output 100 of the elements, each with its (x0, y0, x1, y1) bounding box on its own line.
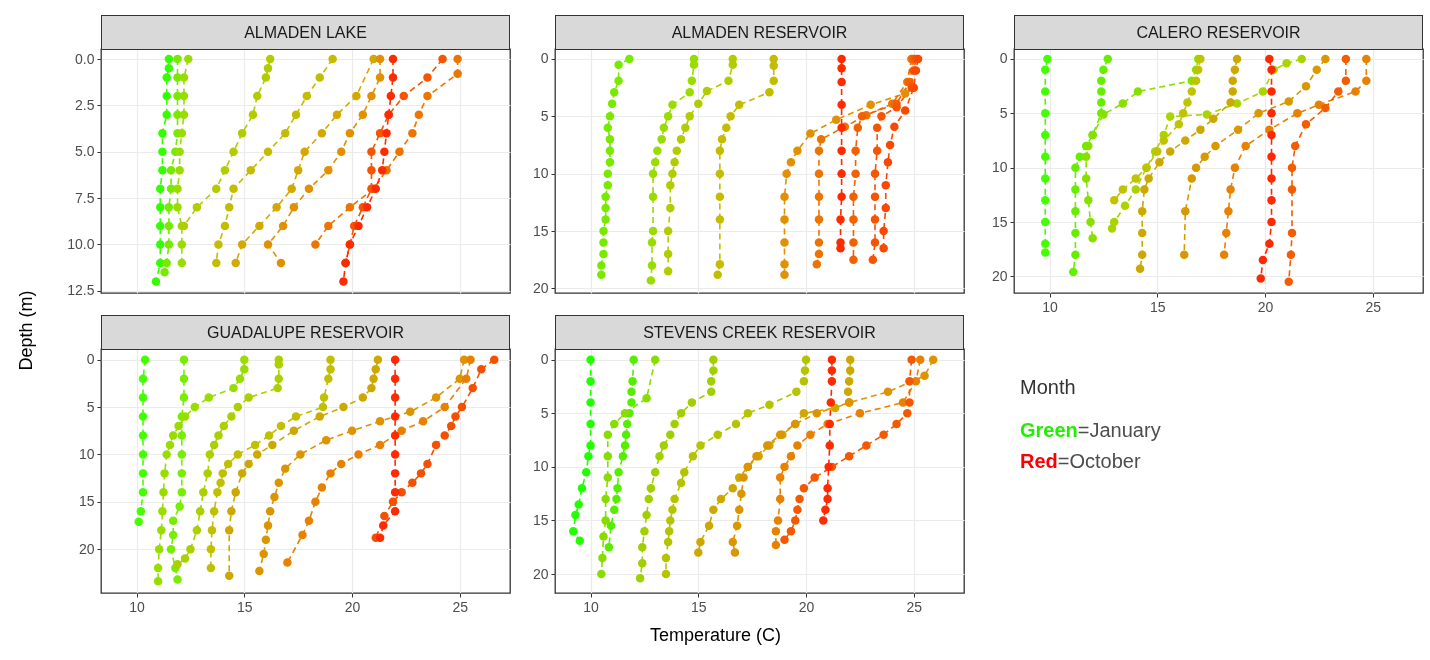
point (892, 102, 901, 112)
point (179, 355, 189, 364)
point (812, 409, 822, 418)
point (907, 355, 916, 364)
y-tick-label: 5 (540, 404, 549, 421)
point (855, 409, 865, 418)
point (371, 364, 380, 374)
point (179, 374, 189, 383)
point (168, 516, 178, 525)
point (663, 266, 673, 276)
point (849, 255, 858, 264)
x-tick-label: 20 (344, 598, 361, 615)
point (136, 507, 146, 516)
point (1258, 255, 1268, 265)
point (138, 431, 148, 440)
point (1071, 228, 1080, 238)
point (694, 99, 703, 108)
point (625, 54, 634, 64)
point (1097, 87, 1106, 96)
point (203, 469, 212, 478)
point (173, 54, 182, 64)
point (177, 450, 187, 459)
point (806, 430, 815, 439)
x-tick-label: 25 (1365, 298, 1382, 315)
point (156, 203, 165, 212)
point (252, 91, 262, 101)
point (395, 147, 404, 156)
point (614, 468, 623, 477)
point (212, 184, 221, 194)
point (1159, 136, 1169, 145)
point (659, 123, 669, 133)
point (261, 535, 271, 544)
point (1230, 65, 1240, 75)
point (1120, 201, 1130, 210)
point (713, 270, 722, 279)
point (791, 516, 800, 525)
point (199, 488, 208, 497)
point (1258, 87, 1268, 96)
point (782, 169, 791, 178)
point (362, 203, 372, 212)
point (263, 147, 273, 156)
point (1312, 65, 1322, 75)
point (879, 430, 888, 439)
point (227, 412, 236, 421)
point (661, 569, 671, 579)
point (819, 516, 828, 525)
point (345, 128, 355, 138)
point (685, 88, 694, 97)
point (601, 215, 610, 224)
point (870, 215, 880, 224)
point (1287, 163, 1297, 172)
point (928, 355, 938, 364)
point (216, 478, 225, 488)
y-tick-label: 2.5 (75, 96, 95, 113)
point (1290, 141, 1300, 151)
point (603, 430, 613, 439)
point (250, 440, 260, 450)
point (358, 110, 368, 119)
point (603, 473, 613, 482)
point (849, 238, 858, 247)
point (1131, 185, 1140, 194)
point (468, 383, 477, 393)
y-tick-label: 10.0 (67, 235, 95, 252)
point (827, 366, 837, 375)
point (586, 376, 595, 386)
point (1109, 196, 1119, 205)
point (375, 73, 385, 82)
point (1297, 54, 1306, 64)
point (1041, 217, 1050, 227)
point (205, 450, 215, 459)
point (836, 215, 845, 224)
point (315, 412, 324, 421)
point (318, 402, 328, 412)
point (597, 569, 606, 579)
point (220, 166, 230, 175)
point (737, 489, 746, 498)
point (255, 566, 264, 576)
point (1103, 54, 1112, 64)
point (810, 473, 819, 482)
point (648, 192, 658, 201)
point (715, 215, 725, 224)
point (793, 441, 802, 450)
point (244, 393, 253, 402)
point (265, 507, 275, 516)
point (1314, 100, 1324, 109)
point (569, 526, 578, 536)
point (440, 431, 449, 440)
point (1144, 174, 1153, 183)
point (837, 123, 846, 133)
point (1043, 54, 1052, 64)
point (586, 398, 595, 407)
point (224, 203, 234, 212)
point (586, 419, 595, 429)
point (1284, 97, 1293, 106)
point (224, 571, 234, 580)
point (851, 146, 860, 155)
point (311, 497, 320, 507)
point (1179, 250, 1189, 259)
point (1165, 112, 1175, 121)
point (689, 60, 699, 69)
